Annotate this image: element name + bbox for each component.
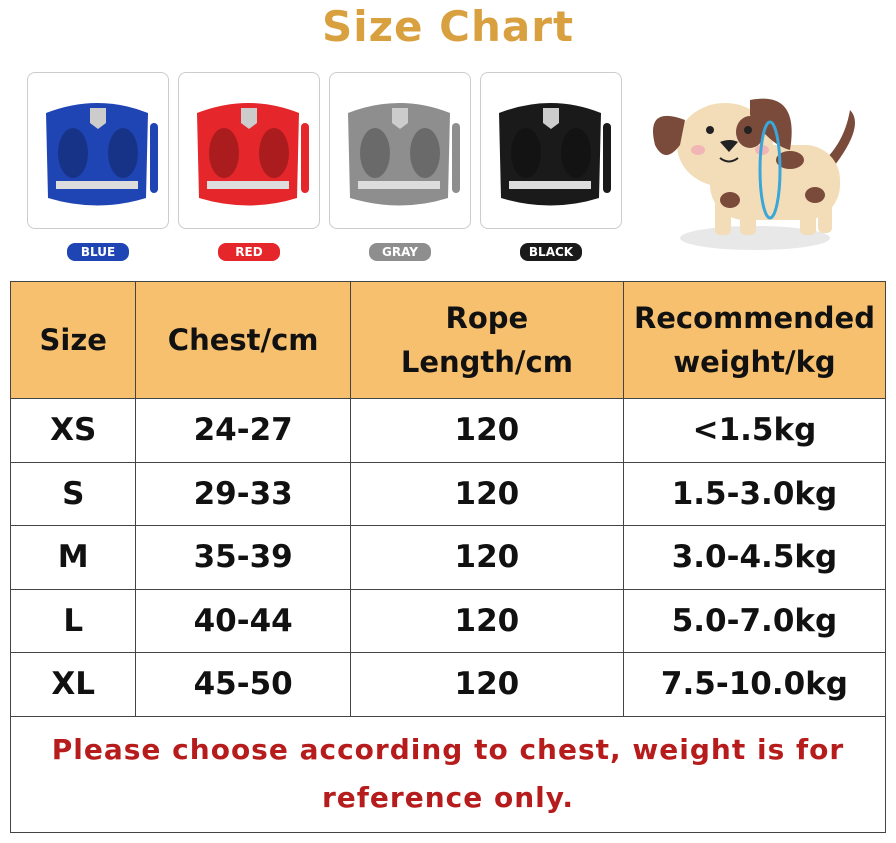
cell-rope-length: 120 — [349, 525, 624, 590]
cell-rope-length: 120 — [349, 652, 624, 717]
cell-size: XL — [9, 652, 137, 717]
cell-chest: 45-50 — [135, 652, 351, 717]
size-table: Size Chest/cm Rope Length/cm Recommended… — [9, 281, 887, 833]
cell-size: XS — [9, 398, 137, 463]
dog-illustration — [653, 98, 855, 250]
color-label-gray: GRAY — [369, 243, 431, 261]
cell-chest: 35-39 — [135, 525, 351, 590]
cell-size: M — [9, 525, 137, 590]
color-label-blue: BLUE — [67, 243, 129, 261]
header-recommended-weight: Recommended weight/kg — [622, 281, 887, 399]
cell-weight: 5.0-7.0kg — [622, 588, 887, 653]
cell-size: L — [9, 588, 137, 653]
cell-size: S — [9, 461, 137, 526]
cell-rope-length: 120 — [349, 461, 624, 526]
cell-weight: 3.0-4.5kg — [622, 525, 887, 590]
harness-image-blue — [27, 72, 169, 229]
table-row: M 35-39 120 3.0-4.5kg — [9, 525, 887, 590]
cell-chest: 24-27 — [135, 398, 351, 463]
page-title: Size Chart — [321, 2, 575, 51]
header-rope-length: Rope Length/cm — [349, 281, 624, 399]
header-size: Size — [9, 281, 137, 399]
table-row: XL 45-50 120 7.5-10.0kg — [9, 652, 887, 717]
cell-rope-length: 120 — [349, 588, 624, 653]
color-label-black: BLACK — [520, 243, 582, 261]
cell-chest: 29-33 — [135, 461, 351, 526]
table-row: L 40-44 120 5.0-7.0kg — [9, 588, 887, 653]
table-row: XS 24-27 120 <1.5kg — [9, 398, 887, 463]
cell-weight: 1.5-3.0kg — [622, 461, 887, 526]
harness-image-gray — [329, 72, 471, 229]
table-row: S 29-33 120 1.5-3.0kg — [9, 461, 887, 526]
cell-weight: <1.5kg — [622, 398, 887, 463]
harness-image-red — [178, 72, 320, 229]
cell-rope-length: 120 — [349, 398, 624, 463]
cell-weight: 7.5-10.0kg — [622, 652, 887, 717]
harness-image-black — [480, 72, 622, 229]
header-chest: Chest/cm — [135, 281, 351, 399]
color-label-red: RED — [218, 243, 280, 261]
cell-chest: 40-44 — [135, 588, 351, 653]
reference-note: Please choose according to chest, weight… — [10, 715, 886, 833]
